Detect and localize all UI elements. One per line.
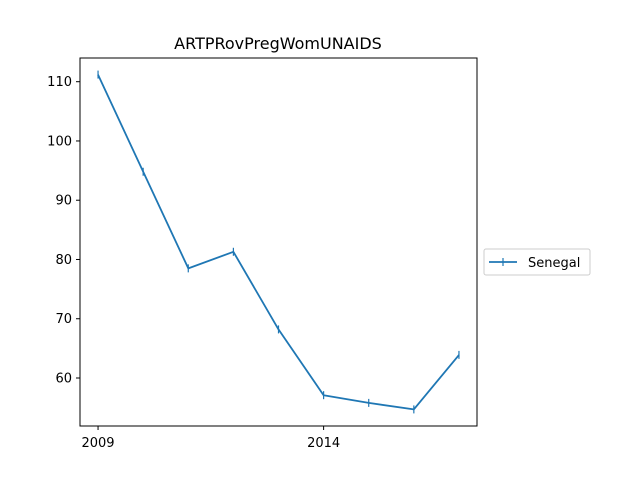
y-tick-label: 90 xyxy=(55,194,72,209)
plot-area: 60 70 80 90 100 110 2009 2014 xyxy=(47,57,478,451)
y-tick-label: 100 xyxy=(47,134,72,149)
x-tick-label: 2009 xyxy=(81,436,114,451)
legend-box xyxy=(483,248,591,276)
x-tick-label: 2014 xyxy=(307,436,340,451)
chart-title: ARTPRovPregWomUNAIDS xyxy=(174,34,382,53)
series-line-senegal xyxy=(97,74,460,411)
y-tick-label: 70 xyxy=(55,312,72,327)
axes-frame xyxy=(79,57,478,427)
y-tick-label: 60 xyxy=(55,372,72,387)
y-tick-label: 80 xyxy=(55,253,72,268)
legend-label-senegal: Senegal xyxy=(528,256,580,271)
y-tick-label: 110 xyxy=(47,75,72,90)
legend: Senegal xyxy=(483,248,591,276)
